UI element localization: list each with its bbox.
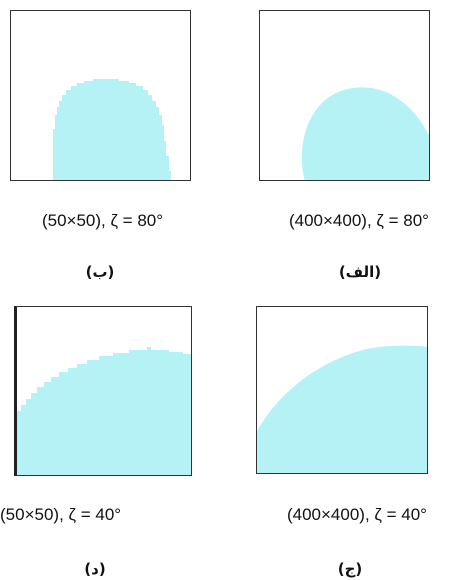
droplet-d <box>17 347 191 475</box>
droplet-b-svg <box>53 79 171 180</box>
caption-b: (50×50), ζ = 80° <box>41 211 164 230</box>
droplet-jim-svg <box>257 345 427 473</box>
droplet-d-svg <box>17 347 191 475</box>
label-d: (د) <box>84 560 106 578</box>
simulation-frame-d <box>14 306 192 476</box>
droplet-jim <box>257 345 427 473</box>
simulation-frame-alef <box>259 10 430 181</box>
simulation-frame-jim <box>256 306 428 474</box>
caption-jim: (400×400), ζ = 40° <box>286 505 427 524</box>
caption-alef: (400×400), ζ = 80° <box>288 211 429 230</box>
label-b: (ب) <box>85 263 115 281</box>
label-jim: (ج) <box>337 560 363 578</box>
droplet-alef <box>301 87 429 180</box>
droplet-b <box>53 79 171 180</box>
simulation-frame-b <box>10 10 191 181</box>
droplet-alef-svg <box>301 87 429 180</box>
label-alef: (الف) <box>338 263 382 281</box>
caption-d: (50×50), ζ = 40° <box>0 505 122 524</box>
